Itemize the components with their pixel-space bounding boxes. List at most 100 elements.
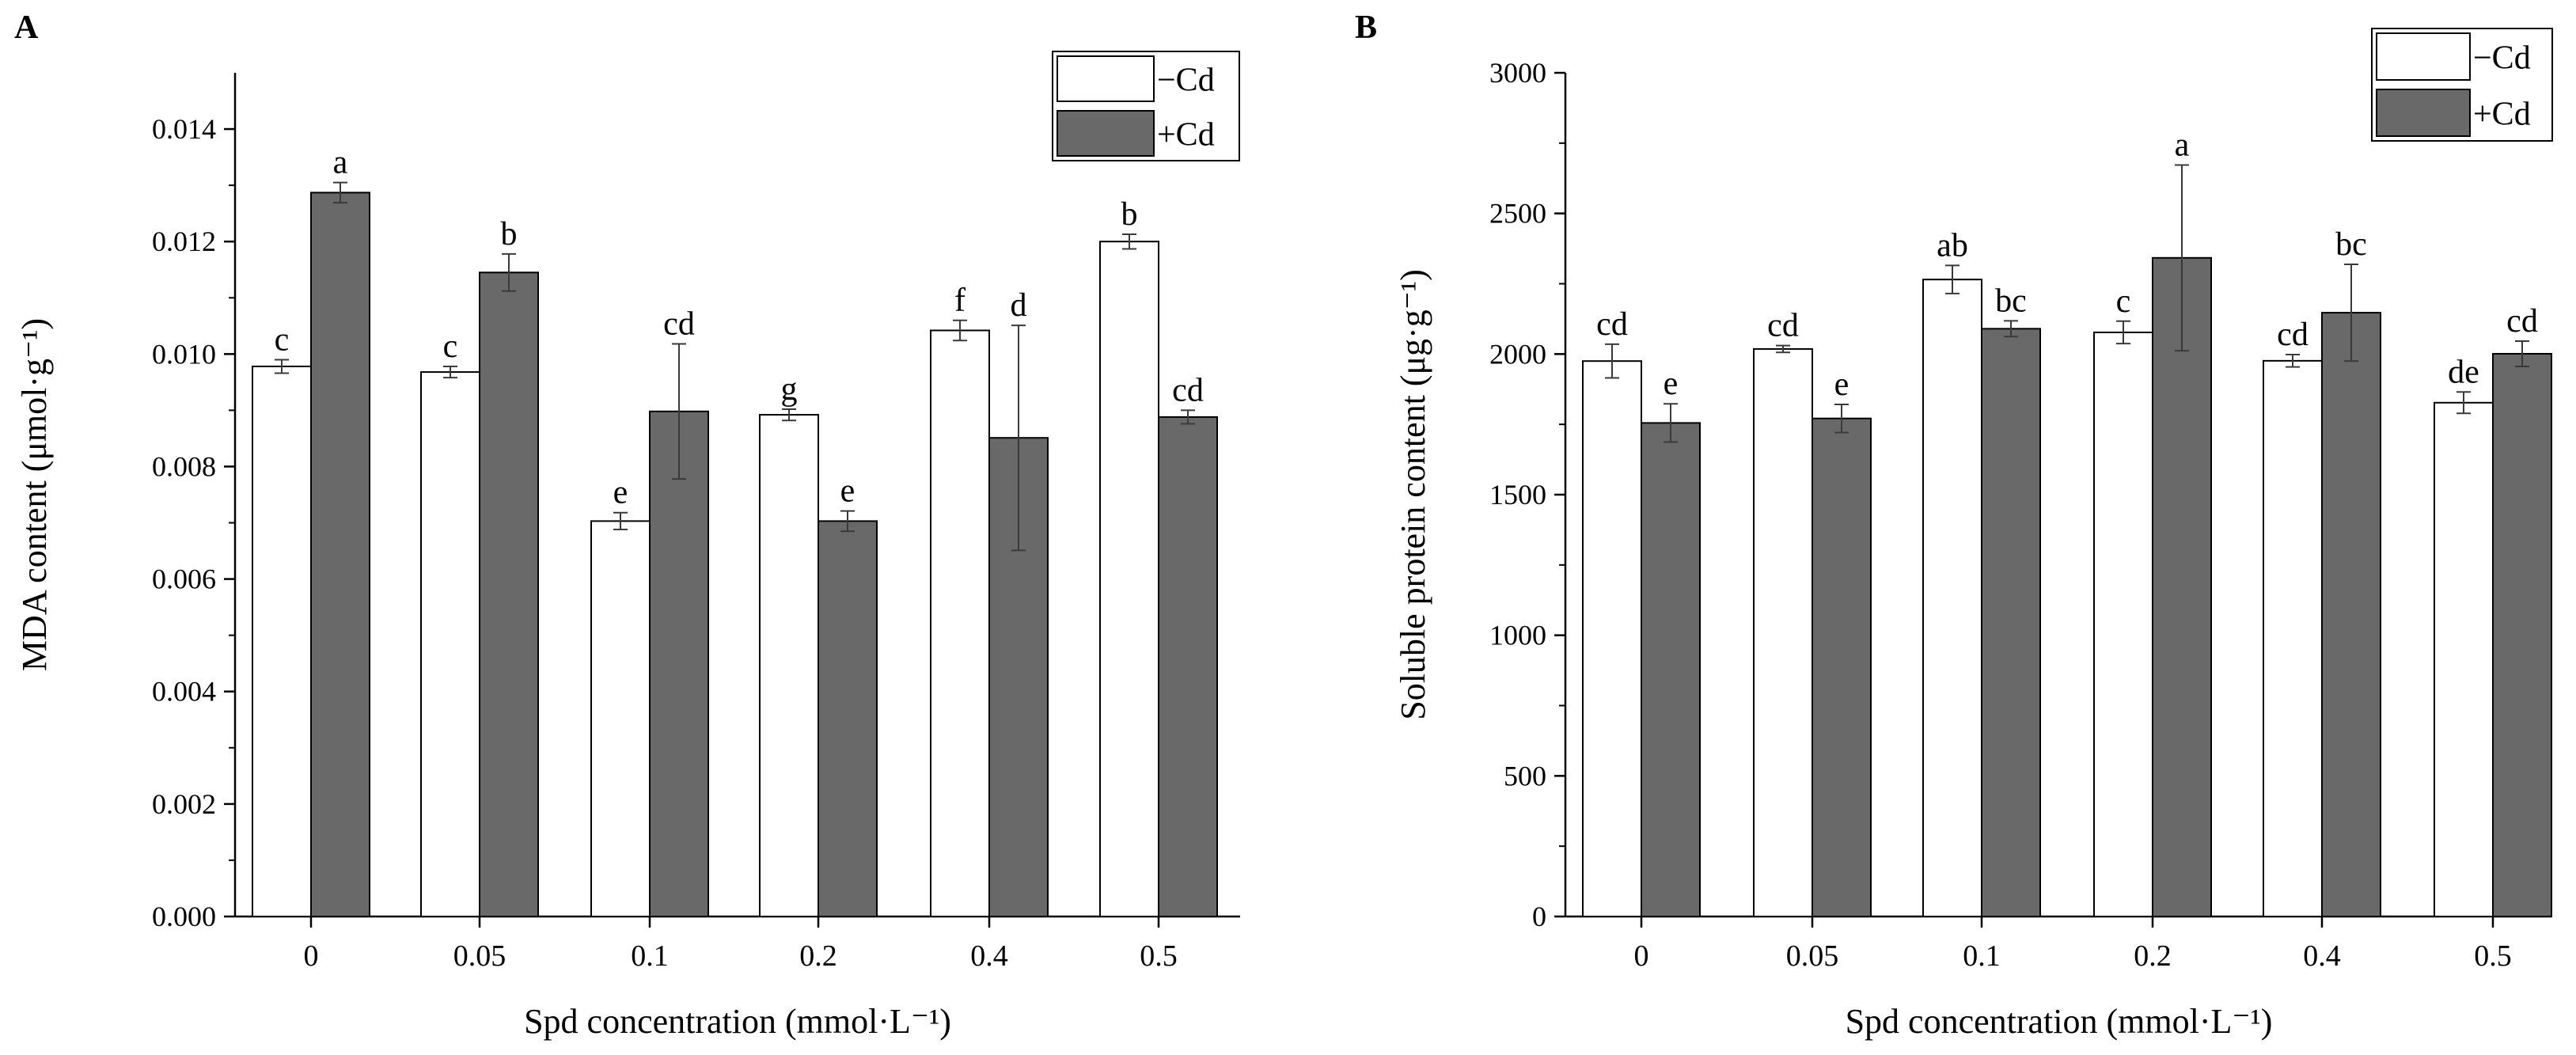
significance-letter: cd	[1767, 308, 1799, 344]
x-tick-label: 0.5	[1140, 939, 1178, 973]
legend-label: +Cd	[1157, 117, 1215, 154]
legend-swatch-minus-cd	[2376, 32, 2471, 81]
error-bar	[2344, 263, 2358, 362]
y-tick-label: 0.000	[152, 901, 216, 932]
legend-label: +Cd	[2473, 97, 2531, 133]
significance-letter: b	[501, 216, 518, 252]
error-bar	[2515, 340, 2529, 367]
error-bar	[275, 359, 289, 374]
bar-minus-cd	[930, 329, 990, 917]
bar-minus-cd	[2093, 331, 2153, 917]
y-tick-label: 0.014	[152, 113, 216, 145]
y-tick-label: 0.008	[152, 450, 216, 482]
error-bar	[1776, 344, 1790, 354]
legend-label: −Cd	[1157, 63, 1215, 99]
error-bar	[2456, 391, 2471, 415]
significance-letter: e	[613, 475, 628, 511]
legend: −Cd +Cd	[1052, 51, 1240, 161]
bar-minus-cd	[1922, 279, 1982, 918]
y-tick-label: 0.006	[152, 564, 216, 595]
y-tick-label: 0.002	[152, 788, 216, 820]
error-bar	[333, 181, 347, 204]
bar-minus-cd	[420, 371, 480, 918]
bar-plus-cd	[2321, 312, 2381, 918]
panel-label: B	[1355, 9, 1377, 46]
significance-letter: b	[1121, 196, 1138, 233]
y-tick-label: 1500	[1489, 479, 1546, 510]
significance-letter: c	[2116, 283, 2131, 320]
significance-letter: a	[333, 145, 348, 181]
x-axis-title: Spd concentration (mmol·L⁻¹)	[524, 1002, 951, 1041]
error-bar	[613, 511, 628, 531]
error-bar	[1605, 343, 1619, 379]
x-axis-title: Spd concentration (mmol·L⁻¹)	[1846, 1002, 2273, 1041]
bar-minus-cd	[1099, 241, 1159, 917]
y-tick-label: 1000	[1489, 620, 1546, 651]
y-tick-label: 0.010	[152, 338, 216, 370]
x-tick-label: 0.4	[2303, 939, 2341, 973]
significance-letter: cd	[1596, 306, 1628, 343]
y-tick-label: 0.012	[152, 226, 216, 257]
bar-plus-cd	[2152, 256, 2212, 917]
significance-letter: a	[2175, 127, 2190, 164]
significance-letter: f	[954, 283, 966, 319]
bar-plus-cd	[818, 520, 878, 917]
error-bar	[1945, 264, 1960, 294]
bar-plus-cd	[1158, 416, 1218, 917]
chart-panel-B: B 0 500 1000 1500 2000 2500 3000 Soluble protein…	[1355, 9, 2553, 1041]
error-bar	[1664, 403, 1678, 443]
x-tick-label: 0	[1634, 939, 1649, 973]
significance-letter: cd	[1172, 372, 1204, 408]
error-bar	[2116, 320, 2130, 345]
significance-letter: ab	[1937, 227, 1968, 264]
y-tick-label: 2500	[1489, 198, 1546, 230]
significance-letter: e	[1834, 366, 1849, 403]
bar-plus-cd	[1812, 417, 1872, 917]
y-tick-label: 0.004	[152, 676, 216, 708]
bar-minus-cd	[2434, 401, 2494, 917]
bar-plus-cd	[649, 410, 709, 917]
y-axis-title: MDA content (μmol·g⁻¹)	[15, 318, 54, 671]
significance-letter: cd	[663, 306, 695, 343]
bar-minus-cd	[2263, 359, 2323, 917]
y-tick-label: 3000	[1489, 57, 1546, 89]
error-bar	[953, 319, 967, 342]
x-tick-label: 0.05	[453, 939, 506, 973]
bar-minus-cd	[252, 365, 312, 917]
legend-label: −Cd	[2473, 40, 2531, 77]
x-tick-label: 0.2	[799, 939, 837, 973]
x-tick-label: 0	[304, 939, 319, 973]
y-tick-label: 0	[1532, 901, 1546, 932]
error-bar	[2004, 320, 2018, 338]
significance-letter: e	[840, 473, 856, 510]
bar-plus-cd	[1981, 328, 2041, 917]
y-tick-label: 500	[1504, 760, 1546, 791]
error-bar	[443, 365, 457, 379]
error-bar	[502, 252, 516, 292]
bar-minus-cd	[759, 414, 819, 917]
legend-swatch-plus-cd	[2376, 89, 2471, 137]
legend: −Cd +Cd	[2371, 28, 2553, 142]
error-bar	[782, 408, 796, 422]
bar-minus-cd	[590, 520, 651, 917]
bar-minus-cd	[1753, 347, 1813, 918]
legend-swatch-plus-cd	[1057, 110, 1155, 157]
significance-letter: c	[275, 321, 290, 358]
x-tick-label: 0.05	[1786, 939, 1839, 973]
significance-letter: bc	[2335, 226, 2367, 263]
y-tick-label: 2000	[1489, 338, 1546, 370]
error-bar	[2175, 164, 2189, 352]
error-bar	[672, 343, 686, 480]
error-bar	[2286, 354, 2300, 368]
x-tick-label: 0.1	[1963, 939, 2001, 973]
error-bar	[840, 510, 855, 533]
y-axis-title: Soluble protein content (μg·g⁻¹)	[1394, 269, 1432, 720]
significance-letter: cd	[2277, 317, 2309, 353]
significance-letter: d	[1011, 287, 1027, 324]
bar-plus-cd	[310, 192, 370, 917]
bar-plus-cd	[1641, 422, 1701, 917]
significance-letter: cd	[2506, 303, 2538, 340]
significance-letter: de	[2448, 354, 2479, 390]
x-tick-label: 0.4	[970, 939, 1008, 973]
bar-plus-cd	[479, 271, 539, 917]
